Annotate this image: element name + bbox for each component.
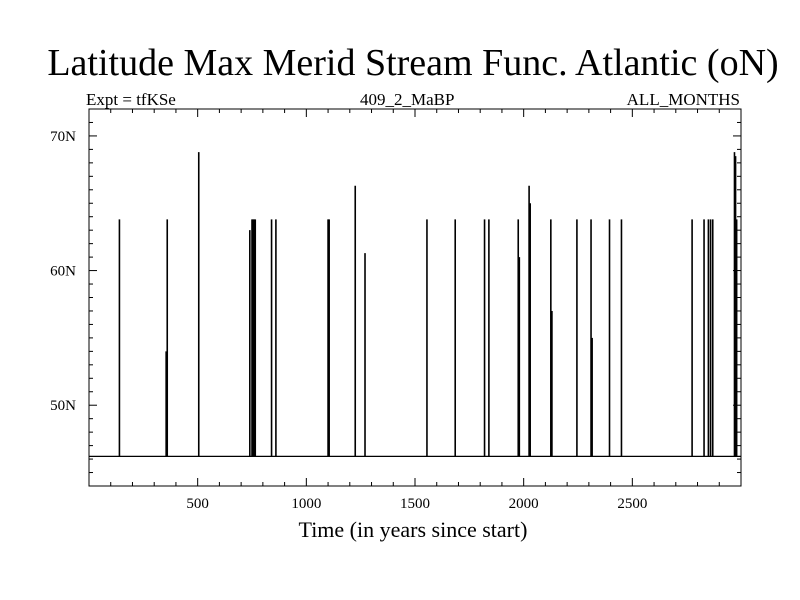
y-tick-label: 50N [50,398,76,414]
y-axis: 50N 60N 70N [50,108,741,487]
x-tick-label: 2000 [509,496,539,512]
data-marks [89,152,741,457]
months-label: ALL_MONTHS [626,90,740,109]
x-tick-label: 1000 [291,496,321,512]
x-tick-label: 1500 [400,496,430,512]
y-tick-label: 60N [50,264,76,280]
chart-title: Latitude Max Merid Stream Func. Atlantic… [47,42,779,84]
x-axis: 500 1000 1500 2000 2500 [110,109,720,512]
y-tick-label: 70N [50,129,76,145]
x-tick-label: 500 [186,496,209,512]
plot-frame [88,108,742,487]
experiment-label: Expt = tfKSe [86,90,176,109]
run-label: 409_2_MaBP [360,90,455,109]
x-tick-label: 2500 [617,496,647,512]
x-axis-label: Time (in years since start) [299,517,528,542]
